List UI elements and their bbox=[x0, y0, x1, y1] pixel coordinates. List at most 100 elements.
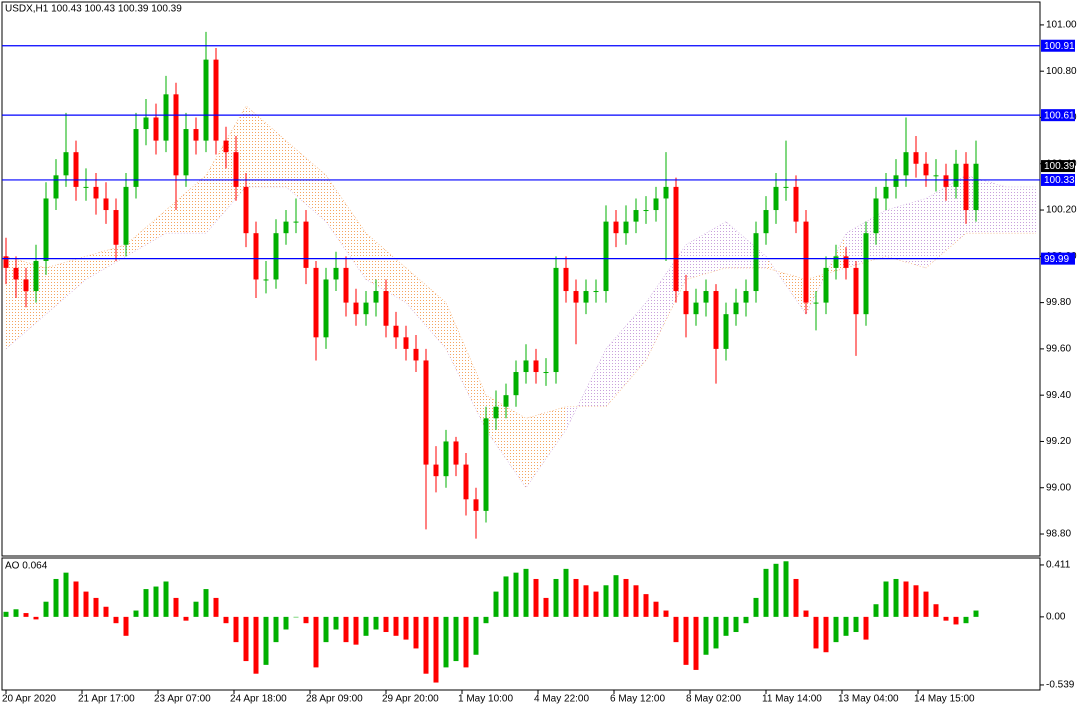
ao-bar bbox=[43, 601, 49, 617]
level-tag bbox=[1041, 252, 1075, 265]
cloud-segment bbox=[686, 221, 726, 280]
candle-body bbox=[83, 186, 89, 188]
cloud-line bbox=[5, 105, 1036, 419]
ao-bar bbox=[273, 616, 279, 643]
candle-body bbox=[183, 129, 189, 176]
ao-bar bbox=[783, 561, 789, 617]
level-label: 100.61 bbox=[1044, 110, 1075, 121]
ao-bar bbox=[33, 616, 39, 620]
candle-body bbox=[813, 302, 819, 304]
x-tick-label: 8 May 02:00 bbox=[686, 694, 741, 705]
candle-body bbox=[143, 117, 149, 130]
ao-bar bbox=[573, 578, 579, 617]
level-label: 100.91 bbox=[1044, 41, 1075, 52]
candle-body bbox=[383, 291, 389, 326]
cloud-segment bbox=[886, 198, 926, 268]
ao-bar bbox=[503, 576, 509, 617]
candle-body bbox=[13, 267, 19, 280]
cloud-segment bbox=[966, 175, 1006, 234]
ao-bar bbox=[843, 616, 849, 636]
candle-body bbox=[653, 198, 659, 211]
ao-bar bbox=[193, 601, 199, 617]
ao-bar bbox=[313, 616, 319, 668]
candle-body bbox=[103, 198, 109, 211]
candle-body bbox=[53, 175, 59, 199]
ao-bar bbox=[943, 616, 949, 621]
ao-bar bbox=[533, 578, 539, 617]
ao-bar bbox=[423, 616, 429, 674]
candle-body bbox=[233, 152, 239, 187]
y-tick-label: 100.80 bbox=[1046, 66, 1077, 77]
candle-body bbox=[243, 186, 249, 234]
cloud-segment bbox=[246, 105, 286, 187]
ao-bar bbox=[963, 616, 969, 624]
candle-body bbox=[833, 256, 839, 268]
candle-body bbox=[763, 210, 769, 234]
chart-title: USDX,H1 100.43 100.43 100.39 100.39 bbox=[5, 4, 182, 15]
ao-bar bbox=[13, 609, 19, 617]
ao-bar bbox=[913, 585, 919, 617]
ao-bar bbox=[613, 575, 619, 617]
candle-body bbox=[343, 267, 349, 303]
cloud-segment bbox=[606, 302, 646, 407]
cloud-segment bbox=[206, 105, 246, 234]
ao-bar bbox=[243, 616, 249, 662]
cloud-segment bbox=[86, 244, 126, 280]
candle-body bbox=[903, 152, 909, 176]
candle-body bbox=[893, 175, 899, 187]
candle-body bbox=[133, 129, 139, 187]
candle-body bbox=[463, 464, 469, 500]
ao-bar bbox=[83, 591, 89, 617]
ao-bar bbox=[663, 610, 669, 617]
candle-body bbox=[973, 163, 979, 211]
ao-bar bbox=[123, 616, 129, 636]
candle-body bbox=[353, 302, 359, 315]
ao-bar bbox=[213, 597, 219, 617]
cloud-segment bbox=[326, 175, 366, 280]
candle-body bbox=[743, 291, 749, 303]
ao-bar bbox=[343, 616, 349, 643]
candle-body bbox=[33, 260, 39, 292]
ao-bar bbox=[523, 568, 529, 617]
candle-body bbox=[733, 302, 739, 315]
y-tick-label: 99.00 bbox=[1046, 482, 1071, 493]
ao-bar bbox=[133, 610, 139, 617]
x-tick-label: 24 Apr 18:00 bbox=[230, 694, 287, 705]
ao-bar bbox=[723, 616, 729, 636]
y-tick-label: 99.40 bbox=[1046, 390, 1071, 401]
ao-bar bbox=[773, 563, 779, 617]
ao-bar bbox=[873, 604, 879, 617]
candle-body bbox=[703, 291, 709, 303]
ao-bar bbox=[53, 578, 59, 617]
ao-bar bbox=[183, 616, 189, 621]
level-label: 99.99 bbox=[1044, 254, 1069, 265]
ao-bar bbox=[23, 613, 29, 617]
candle-body bbox=[573, 291, 579, 303]
candle-body bbox=[93, 186, 99, 199]
ao-bar bbox=[63, 572, 69, 617]
ao-bar bbox=[853, 616, 859, 633]
ao-bar bbox=[953, 616, 959, 625]
indicator-title: AO 0.064 bbox=[5, 561, 48, 572]
ao-bar bbox=[383, 616, 389, 633]
ao-bar bbox=[443, 616, 449, 668]
ao-bar bbox=[683, 616, 689, 665]
ao-bar bbox=[703, 616, 709, 655]
ao-bar bbox=[223, 616, 229, 624]
y-tick-label: 100.20 bbox=[1046, 205, 1077, 216]
level-label: 100.33 bbox=[1044, 175, 1075, 186]
main-frame bbox=[1, 1, 1041, 557]
ao-bar bbox=[603, 585, 609, 617]
ao-bar bbox=[153, 586, 159, 617]
x-tick-label: 14 May 15:00 bbox=[914, 694, 975, 705]
candle-body bbox=[793, 186, 799, 222]
candle-body bbox=[923, 163, 929, 176]
ao-bar bbox=[593, 591, 599, 617]
ao-bar bbox=[673, 616, 679, 643]
ao-bar bbox=[373, 616, 379, 630]
candle-body bbox=[583, 291, 589, 303]
cloud-segment bbox=[446, 302, 486, 430]
cloud-segment bbox=[1006, 186, 1036, 234]
candle-body bbox=[193, 129, 199, 141]
